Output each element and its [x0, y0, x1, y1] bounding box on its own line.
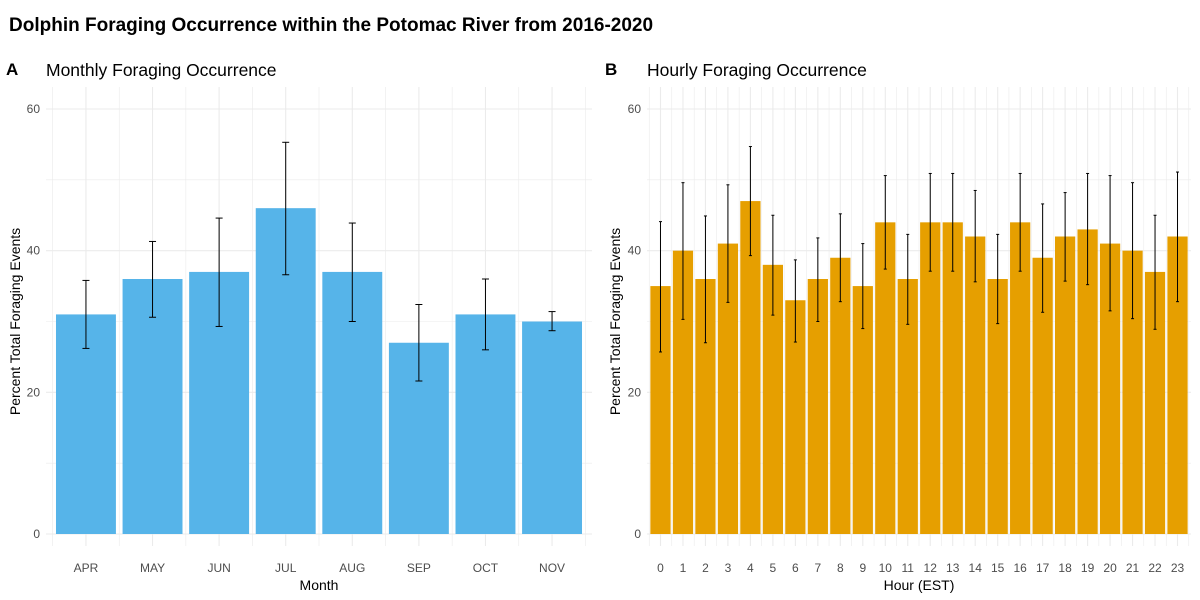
y-tick-label: 0 — [33, 527, 40, 541]
y-axis-label: Percent Total Foraging Events — [607, 228, 623, 415]
bar-22 — [1144, 271, 1166, 534]
y-axis-label: Percent Total Foraging Events — [7, 228, 23, 415]
y-tick-label: 0 — [634, 527, 641, 541]
bar-5 — [762, 264, 783, 534]
x-tick-label: 16 — [1013, 561, 1027, 575]
x-tick-label: 23 — [1171, 561, 1185, 575]
x-tick-label: 8 — [837, 561, 844, 575]
bar-21 — [1122, 250, 1143, 534]
x-tick-label: SEP — [407, 561, 431, 575]
x-axis-label: Hour (EST) — [884, 577, 955, 593]
x-tick-label: JUL — [275, 561, 297, 575]
x-tick-label: OCT — [473, 561, 499, 575]
x-tick-label: JUN — [207, 561, 230, 575]
x-tick-label: 14 — [969, 561, 983, 575]
x-tick-label: 13 — [946, 561, 960, 575]
x-tick-label: MAY — [140, 561, 165, 575]
x-tick-label: 20 — [1103, 561, 1117, 575]
x-tick-label: 11 — [902, 561, 915, 575]
x-tick-label: 12 — [924, 561, 938, 575]
bar-11 — [897, 279, 918, 534]
y-tick-label: 40 — [628, 244, 642, 258]
x-tick-label: APR — [74, 561, 99, 575]
x-tick-label: NOV — [539, 561, 565, 575]
panel-b-tag: B — [605, 60, 618, 79]
bar-20 — [1099, 243, 1121, 535]
x-tick-label: 0 — [657, 561, 664, 575]
y-tick-label: 60 — [628, 102, 642, 116]
bar-10 — [875, 222, 896, 535]
x-tick-label: 19 — [1081, 561, 1095, 575]
bar-8 — [830, 257, 851, 534]
bar-2 — [695, 279, 716, 534]
x-tick-label: 17 — [1036, 561, 1050, 575]
x-tick-label: 15 — [991, 561, 1005, 575]
x-tick-label: 3 — [725, 561, 732, 575]
x-tick-label: 1 — [680, 561, 687, 575]
x-tick-label: 21 — [1126, 561, 1140, 575]
bar-9 — [852, 286, 873, 534]
y-tick-label: 20 — [27, 385, 41, 399]
bar-MAY — [122, 279, 183, 534]
x-tick-label: 9 — [859, 561, 866, 575]
bar-14 — [965, 236, 986, 534]
x-tick-label: 5 — [770, 561, 777, 575]
y-tick-label: 60 — [27, 102, 41, 116]
bar-1 — [672, 250, 694, 534]
x-tick-label: 22 — [1148, 561, 1162, 575]
bar-18 — [1055, 236, 1076, 534]
x-tick-label: 6 — [792, 561, 799, 575]
bar-16 — [1010, 222, 1031, 535]
bar-3 — [717, 243, 739, 535]
bar-OCT — [455, 314, 516, 534]
x-tick-label: 4 — [747, 561, 754, 575]
panel-a-title: Monthly Foraging Occurrence — [46, 60, 277, 80]
bar-19 — [1077, 229, 1098, 534]
panel-a-tag: A — [6, 60, 19, 79]
bar-6 — [785, 300, 806, 534]
x-tick-label: 18 — [1058, 561, 1072, 575]
bar-13 — [942, 222, 963, 535]
x-tick-label: AUG — [339, 561, 365, 575]
bar-0 — [650, 286, 671, 534]
bar-7 — [807, 279, 828, 534]
x-tick-label: 7 — [814, 561, 821, 575]
bar-NOV — [522, 321, 583, 534]
figure-title: Dolphin Foraging Occurrence within the P… — [9, 15, 654, 36]
bar-17 — [1032, 257, 1053, 534]
bar-23 — [1167, 236, 1188, 534]
panel-b-title: Hourly Foraging Occurrence — [647, 60, 867, 80]
x-tick-label: 10 — [879, 561, 893, 575]
bar-APR — [55, 314, 116, 534]
x-tick-label: 2 — [702, 561, 709, 575]
bar-12 — [920, 222, 941, 535]
x-axis-label: Month — [300, 577, 339, 593]
bar-15 — [987, 279, 1008, 534]
y-tick-label: 20 — [628, 385, 642, 399]
bar-4 — [740, 201, 761, 535]
y-tick-label: 40 — [27, 244, 41, 258]
